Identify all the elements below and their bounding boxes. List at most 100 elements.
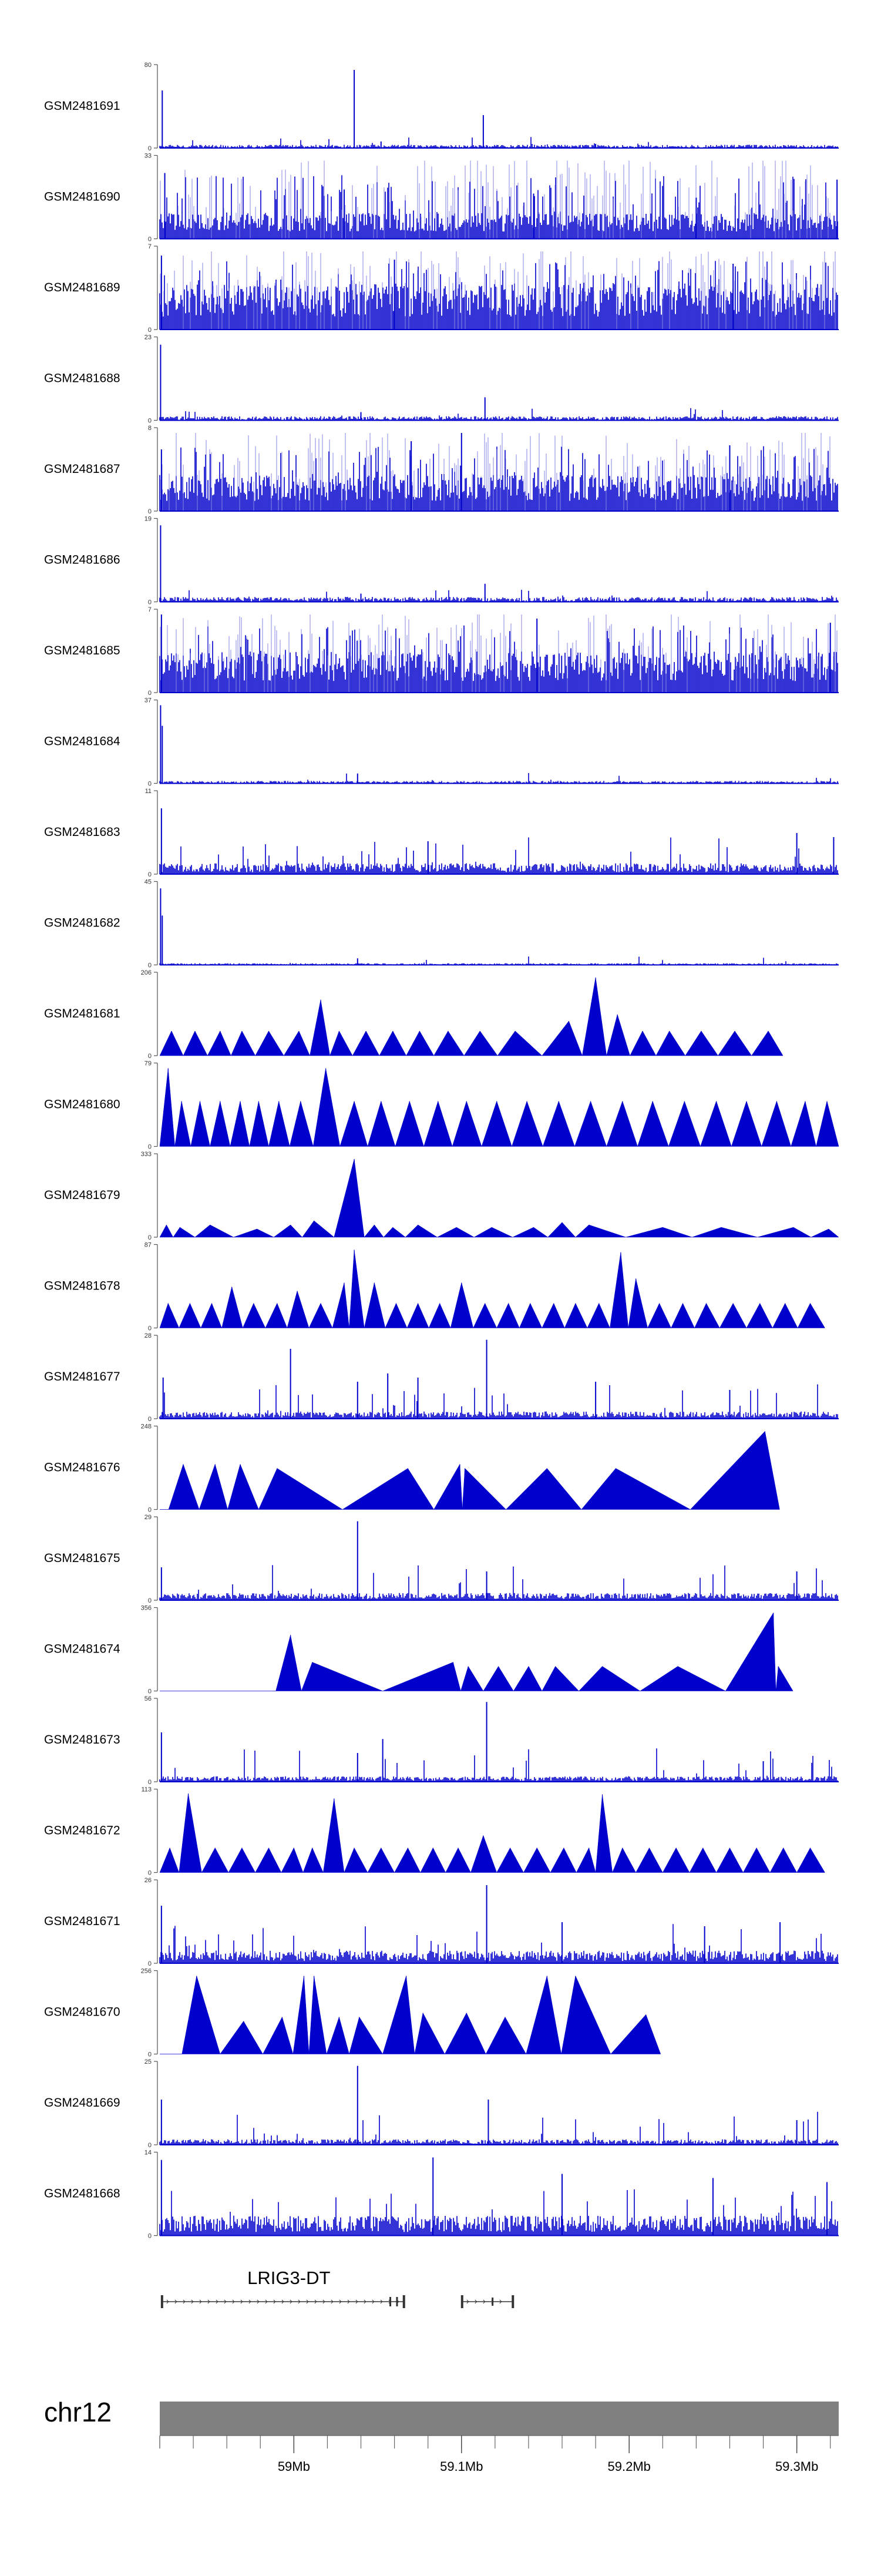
y-axis-max-label: 37 <box>144 697 152 704</box>
track-label: GSM2481674 <box>44 1643 120 1656</box>
y-axis-min-label: 0 <box>148 1144 152 1151</box>
track-GSM2481684: GSM2481684 37 0 <box>44 697 839 788</box>
strand-arrow <box>466 2299 469 2304</box>
y-axis-min-label: 0 <box>148 1234 152 1241</box>
track-label: GSM2481688 <box>44 372 120 385</box>
track-GSM2481689: GSM2481689 7 0 <box>44 243 839 334</box>
signal-bars <box>159 175 838 239</box>
y-axis-max-label: 19 <box>144 516 152 523</box>
y-axis-max-label: 87 <box>144 1242 152 1249</box>
signal-bars <box>159 1565 838 1600</box>
strand-arrow <box>216 2299 218 2304</box>
track-label: GSM2481671 <box>44 1915 120 1928</box>
track-label: GSM2481673 <box>44 1733 120 1747</box>
x-tick-label: 59Mb <box>278 2459 310 2474</box>
strand-arrow <box>314 2299 317 2304</box>
tracks-layer: GSM2481691800GSM2481690330GSM248168970GS… <box>44 62 839 2240</box>
track-GSM2481683: GSM2481683 11 0 <box>44 788 839 878</box>
track-GSM2481670: GSM2481670 256 0 <box>44 1968 661 2058</box>
signal-bars <box>159 137 838 148</box>
track-label: GSM2481687 <box>44 462 120 476</box>
strand-arrow <box>306 2299 309 2304</box>
signal-bars <box>159 1748 838 1782</box>
y-axis-min-label: 0 <box>148 2142 152 2149</box>
strand-arrow <box>290 2299 292 2304</box>
y-axis-min-label: 0 <box>148 1416 152 1423</box>
signal-area <box>160 1612 793 1692</box>
track-GSM2481691: GSM2481691 80 0 <box>44 62 839 152</box>
y-axis-max-label: 23 <box>144 334 152 341</box>
strand-arrow <box>499 2299 502 2304</box>
gene-label: LRIG3-DT <box>247 2268 330 2288</box>
strand-arrow <box>273 2299 276 2304</box>
track-label: GSM2481685 <box>44 644 120 657</box>
strand-arrow <box>199 2299 202 2304</box>
strand-arrow <box>281 2299 284 2304</box>
strand-arrow <box>380 2299 383 2304</box>
track-label: GSM2481686 <box>44 553 120 567</box>
track-label: GSM2481689 <box>44 281 120 294</box>
y-axis-max-label: 45 <box>144 879 152 886</box>
strand-arrow <box>240 2299 243 2304</box>
track-GSM2481673: GSM2481673 56 0 <box>44 1695 839 1786</box>
chromosome-band <box>160 2402 839 2436</box>
y-axis-max-label: 333 <box>141 1151 152 1158</box>
strand-arrow <box>347 2299 350 2304</box>
y-axis-max-label: 8 <box>148 425 152 432</box>
track-GSM2481668: GSM2481668 14 0 <box>44 2150 839 2240</box>
track-label: GSM2481670 <box>44 2006 120 2019</box>
signal-bars <box>159 261 838 330</box>
track-GSM2481677: GSM2481677 28 0 <box>44 1332 839 1423</box>
y-axis-max-label: 11 <box>145 788 152 795</box>
y-axis-min-label: 0 <box>148 418 152 425</box>
y-axis-min-label: 0 <box>148 2233 152 2240</box>
track-label: GSM2481679 <box>44 1188 120 1202</box>
signal-bars-light <box>160 160 838 239</box>
y-axis-max-label: 7 <box>148 243 152 250</box>
y-axis-max-label: 14 <box>144 2150 152 2157</box>
signal-area <box>159 1068 839 1147</box>
signal-bars <box>159 625 838 693</box>
y-axis-min-label: 0 <box>148 1597 152 1604</box>
y-axis-max-label: 7 <box>148 606 152 613</box>
strand-arrow <box>232 2299 235 2304</box>
track-GSM2481681: GSM2481681 206 0 <box>44 969 784 1060</box>
signal-bars-light <box>160 433 830 511</box>
y-axis-min-label: 0 <box>148 1960 152 1967</box>
y-axis-min-label: 0 <box>148 599 152 606</box>
strand-arrow <box>355 2299 358 2304</box>
y-axis-min-label: 0 <box>148 2051 152 2058</box>
signal-bars-light <box>160 251 836 330</box>
track-GSM2481690: GSM2481690 33 0 <box>44 153 839 243</box>
signal-bars <box>159 2189 838 2236</box>
signal-bars <box>159 1384 838 1419</box>
strand-arrow <box>257 2299 260 2304</box>
strand-arrow <box>183 2299 186 2304</box>
track-label: GSM2481681 <box>44 1007 120 1020</box>
strand-arrow <box>207 2299 210 2304</box>
gene-exon <box>396 2297 398 2306</box>
track-GSM2481688: GSM2481688 23 0 <box>44 334 839 425</box>
track-label: GSM2481680 <box>44 1098 120 1111</box>
y-axis-max-label: 79 <box>144 1060 152 1067</box>
strand-arrow <box>475 2299 478 2304</box>
y-axis-min-label: 0 <box>148 508 152 515</box>
strand-arrow <box>483 2299 486 2304</box>
y-axis-max-label: 256 <box>141 1968 152 1975</box>
track-GSM2481672: GSM2481672 113 0 <box>44 1786 825 1877</box>
y-axis-min-label: 0 <box>148 145 152 152</box>
y-axis-min-label: 0 <box>148 962 152 969</box>
y-axis-min-label: 0 <box>148 236 152 243</box>
track-label: GSM2481668 <box>44 2187 120 2201</box>
signal-bars <box>159 408 838 421</box>
signal-bars <box>159 773 838 784</box>
track-GSM2481674: GSM2481674 356 0 <box>44 1605 793 1695</box>
track-GSM2481671: GSM2481671 26 0 <box>44 1877 839 1967</box>
y-axis-max-label: 113 <box>141 1786 152 1794</box>
y-axis-min-label: 0 <box>148 1688 152 1695</box>
track-label: GSM2481676 <box>44 1461 120 1475</box>
signal-bars <box>159 837 838 874</box>
strand-arrow <box>372 2299 375 2304</box>
